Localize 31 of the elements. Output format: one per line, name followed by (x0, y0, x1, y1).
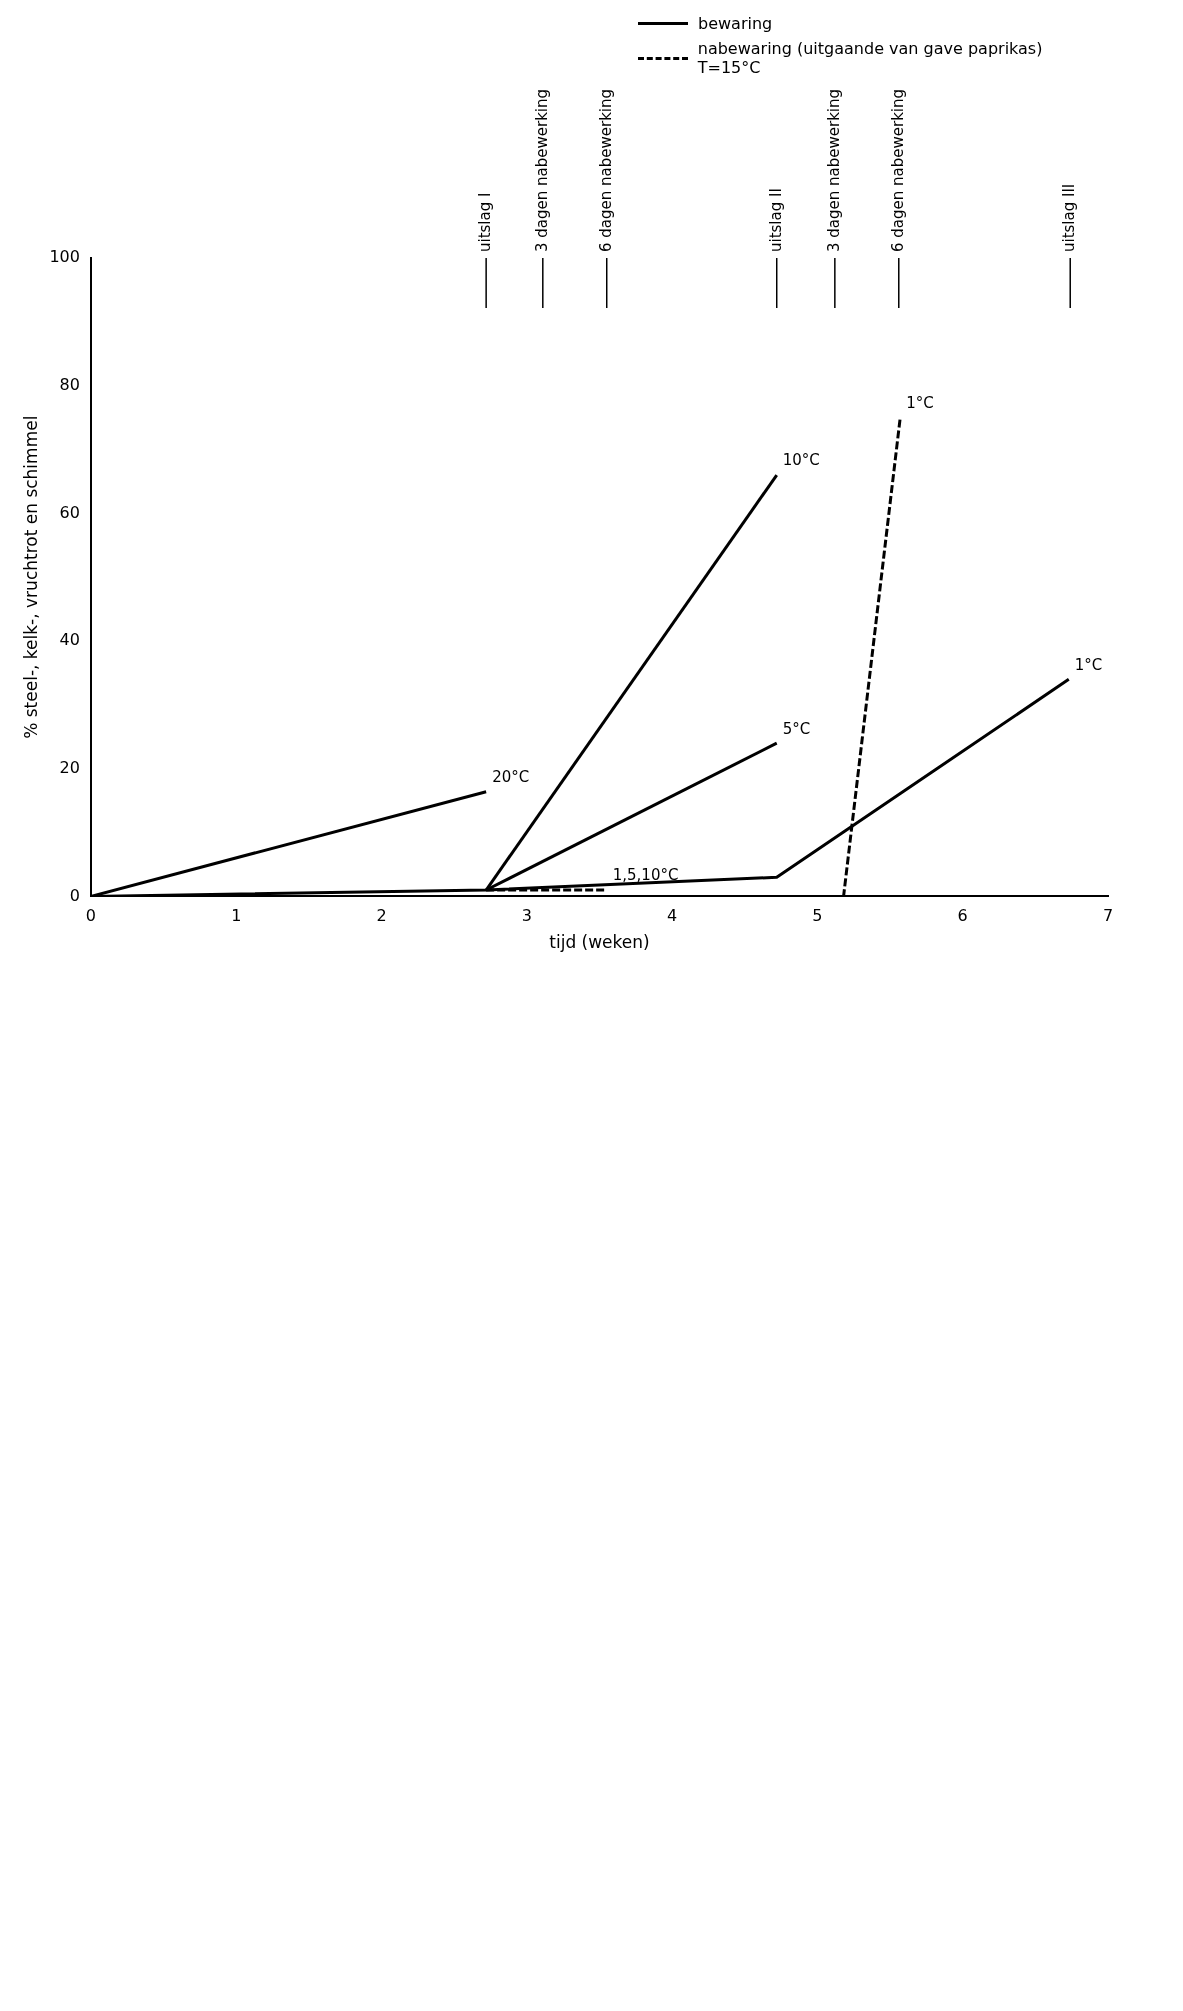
ref-line-label: uitslag II (766, 188, 785, 252)
x-tick-label: 4 (667, 906, 678, 926)
ref-line-label: 6 dagen nabewerking (888, 88, 907, 252)
series-label: 10°C (782, 451, 820, 470)
y-tick-label: 20 (59, 757, 80, 777)
series-label: 5°C (782, 719, 811, 738)
ref-line-label: 3 dagen nabewerking (532, 88, 551, 252)
y-axis-title: % steel-, kelk-, vruchtrot en schimmel (20, 415, 41, 739)
ref-line-label: uitslag I (476, 192, 495, 252)
series-label: 1,5,10°C (612, 866, 679, 885)
series-label: 20°C (492, 768, 530, 787)
x-tick-label: 3 (521, 906, 532, 926)
y-tick-label: 40 (59, 630, 80, 650)
x-tick-label: 2 (376, 906, 387, 926)
series-label: 1°C (1074, 655, 1103, 674)
y-tick-label: 0 (69, 885, 80, 905)
text: bewaring (698, 14, 773, 33)
ref-line-label: 3 dagen nabewerking (824, 88, 843, 252)
y-tick-label: 80 (59, 374, 80, 394)
x-tick-label: 7 (1102, 906, 1114, 926)
x-tick-label: 0 (85, 906, 97, 926)
y-tick-label: 60 (59, 502, 80, 522)
series-label: 1°C (906, 393, 934, 412)
x-tick-label: 1 (231, 906, 242, 926)
text: nabewaring (uitgaande van gave paprikas) T=15°C (697, 39, 1044, 77)
ref-line-label: uitslag III (1060, 183, 1079, 252)
x-tick-label: 5 (812, 906, 823, 926)
x-tick-label: 6 (957, 906, 968, 926)
y-tick-label: 100 (49, 247, 80, 267)
x-axis-title: tijd (weken) (549, 932, 650, 953)
ref-line-label: 6 dagen nabewerking (596, 88, 615, 252)
